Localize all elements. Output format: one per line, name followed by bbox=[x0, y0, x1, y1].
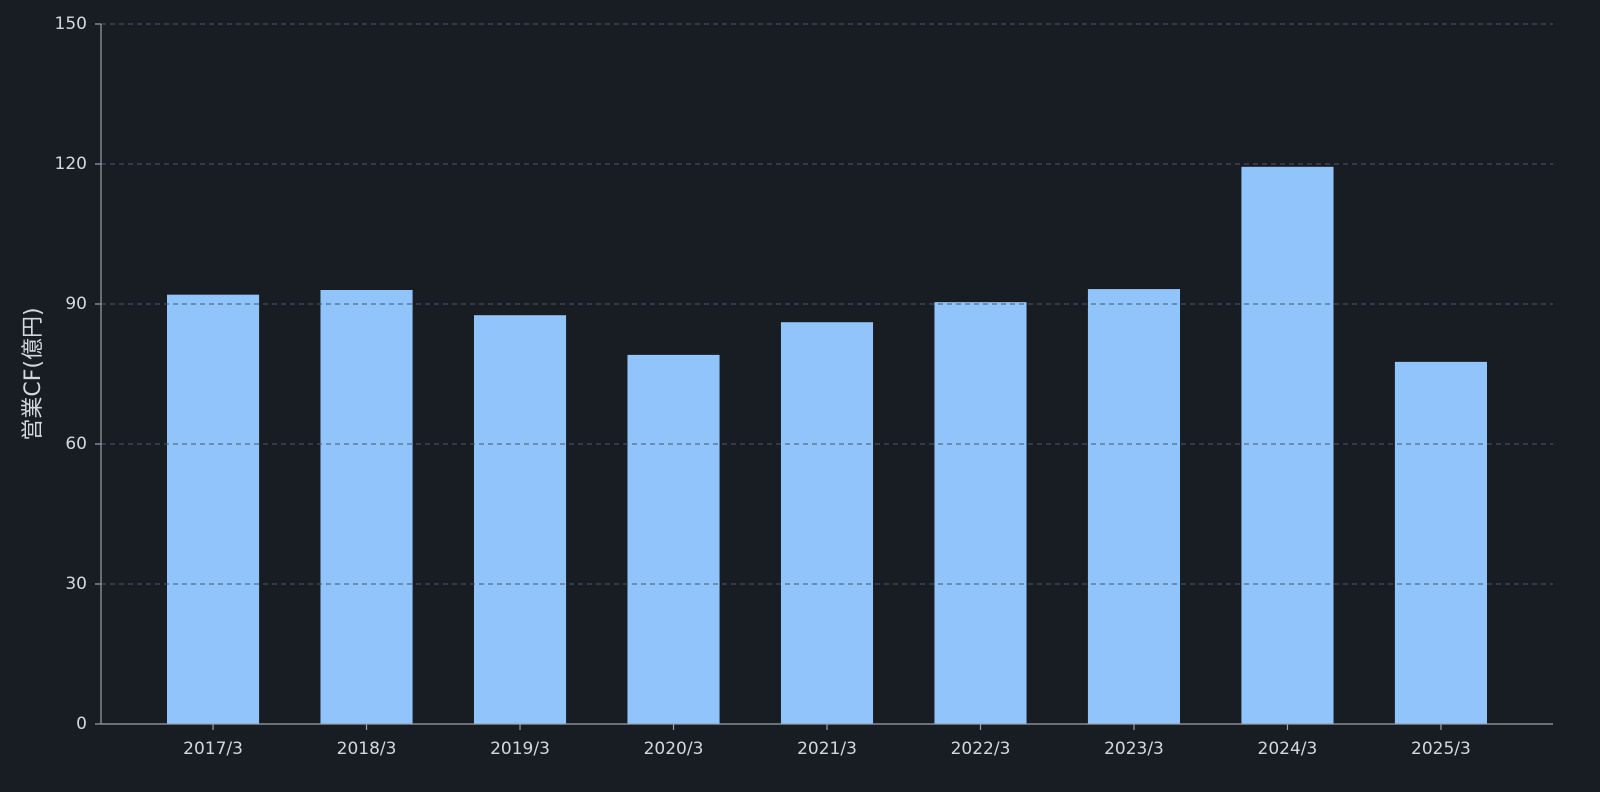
y-tick-label: 30 bbox=[65, 574, 87, 594]
bar bbox=[320, 290, 413, 724]
x-tick-label: 2025/3 bbox=[1411, 739, 1471, 759]
y-tick-label: 150 bbox=[55, 14, 87, 34]
x-tick-label: 2021/3 bbox=[797, 739, 857, 759]
x-tick-label: 2017/3 bbox=[183, 739, 243, 759]
bar bbox=[1087, 289, 1181, 724]
bar bbox=[473, 315, 567, 724]
bar bbox=[780, 322, 874, 724]
x-tick-label: 2023/3 bbox=[1104, 739, 1164, 759]
y-axis-label: 営業CF(億円) bbox=[21, 307, 46, 440]
y-tick-label: 90 bbox=[65, 294, 87, 314]
y-tick-label: 120 bbox=[55, 154, 87, 174]
y-tick-label: 60 bbox=[65, 434, 87, 454]
x-tick-label: 2022/3 bbox=[951, 739, 1011, 759]
y-tick-label: 0 bbox=[76, 714, 87, 734]
bar bbox=[1241, 166, 1334, 725]
bar bbox=[934, 302, 1027, 724]
x-tick-label: 2018/3 bbox=[337, 739, 397, 759]
bar bbox=[627, 354, 720, 724]
x-tick-label: 2024/3 bbox=[1258, 739, 1318, 759]
x-tick-label: 2020/3 bbox=[644, 739, 704, 759]
bar bbox=[1394, 361, 1487, 724]
bar bbox=[167, 294, 260, 724]
x-tick-label: 2019/3 bbox=[490, 739, 550, 759]
